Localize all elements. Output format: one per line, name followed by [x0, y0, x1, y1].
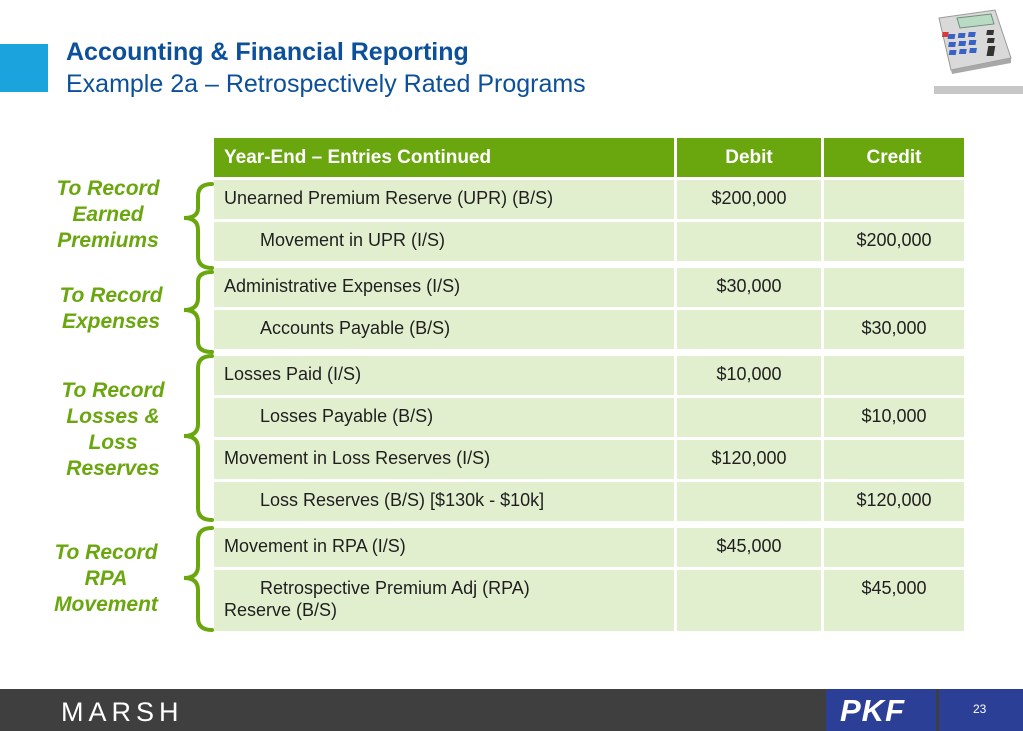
- account-cell: Administrative Expenses (I/S): [214, 264, 674, 307]
- table-row: Unearned Premium Reserve (UPR) (B/S) $20…: [214, 180, 964, 219]
- calculator-icon: [938, 9, 1012, 74]
- pkf-logo: PKF: [840, 693, 905, 728]
- account-line-2: Reserve (B/S): [224, 600, 338, 620]
- table-row: Losses Payable (B/S) $10,000: [214, 398, 964, 437]
- debit-cell: [677, 482, 821, 521]
- account-cell: Movement in UPR (I/S): [214, 222, 674, 261]
- page-number: 23: [973, 702, 987, 716]
- debit-cell: [677, 398, 821, 437]
- account-cell: Movement in Loss Reserves (I/S): [214, 440, 674, 479]
- table-row: Accounts Payable (B/S) $30,000: [214, 310, 964, 349]
- credit-cell: [824, 264, 964, 307]
- table-row: Loss Reserves (B/S) [$130k - $10k] $120,…: [214, 482, 964, 521]
- page-title: Accounting & Financial Reporting: [66, 38, 469, 66]
- debit-cell: $120,000: [677, 440, 821, 479]
- brace-earned-premiums: [183, 182, 214, 270]
- table-row: Movement in RPA (I/S) $45,000: [214, 524, 964, 567]
- pkf-logo-box: PKF: [826, 689, 936, 731]
- accent-square: [0, 44, 48, 92]
- calculator-underline: [934, 86, 1023, 94]
- account-cell: Movement in RPA (I/S): [214, 524, 674, 567]
- table-row: Retrospective Premium Adj (RPA) Reserve (…: [214, 570, 964, 631]
- table-row: Movement in UPR (I/S) $200,000: [214, 222, 964, 261]
- footer-bar: MARSH PKF 23: [0, 689, 1023, 731]
- credit-cell: $120,000: [824, 482, 964, 521]
- journal-entries-table: Year-End – Entries Continued Debit Credi…: [211, 135, 967, 634]
- group-label-losses: To Record Losses & Loss Reserves: [61, 379, 165, 480]
- account-cell: Accounts Payable (B/S): [214, 310, 674, 349]
- credit-cell: [824, 180, 964, 219]
- account-cell: Loss Reserves (B/S) [$130k - $10k]: [214, 482, 674, 521]
- credit-cell: $10,000: [824, 398, 964, 437]
- credit-cell: $45,000: [824, 570, 964, 631]
- debit-cell: $45,000: [677, 524, 821, 567]
- table-header-row: Year-End – Entries Continued Debit Credi…: [214, 138, 964, 177]
- group-label-earned-premiums: To Record Earned Premiums: [56, 177, 160, 252]
- debit-cell: [677, 222, 821, 261]
- debit-cell: $30,000: [677, 264, 821, 307]
- table-row: Losses Paid (I/S) $10,000: [214, 352, 964, 395]
- page-subtitle: Example 2a – Retrospectively Rated Progr…: [66, 70, 586, 98]
- account-cell: Losses Paid (I/S): [214, 352, 674, 395]
- brace-rpa-movement: [183, 526, 214, 632]
- debit-cell: [677, 310, 821, 349]
- column-header-debit: Debit: [677, 138, 821, 177]
- group-label-rpa-movement: To Record RPA Movement: [54, 541, 158, 616]
- credit-cell: $30,000: [824, 310, 964, 349]
- table-row: Movement in Loss Reserves (I/S) $120,000: [214, 440, 964, 479]
- marsh-logo: MARSH: [61, 697, 184, 727]
- brace-losses: [183, 354, 214, 522]
- debit-cell: [677, 570, 821, 631]
- debit-cell: $200,000: [677, 180, 821, 219]
- credit-cell: [824, 440, 964, 479]
- table-row: Administrative Expenses (I/S) $30,000: [214, 264, 964, 307]
- credit-cell: $200,000: [824, 222, 964, 261]
- brace-expenses: [183, 270, 214, 354]
- group-label-expenses: To Record Expenses: [59, 284, 163, 333]
- account-line-1: Retrospective Premium Adj (RPA): [260, 578, 530, 598]
- account-cell: Retrospective Premium Adj (RPA) Reserve (…: [214, 570, 674, 631]
- column-header-account: Year-End – Entries Continued: [214, 138, 674, 177]
- account-cell: Losses Payable (B/S): [214, 398, 674, 437]
- debit-cell: $10,000: [677, 352, 821, 395]
- column-header-credit: Credit: [824, 138, 964, 177]
- credit-cell: [824, 352, 964, 395]
- account-cell: Unearned Premium Reserve (UPR) (B/S): [214, 180, 674, 219]
- credit-cell: [824, 524, 964, 567]
- page-number-box: 23: [939, 689, 1023, 731]
